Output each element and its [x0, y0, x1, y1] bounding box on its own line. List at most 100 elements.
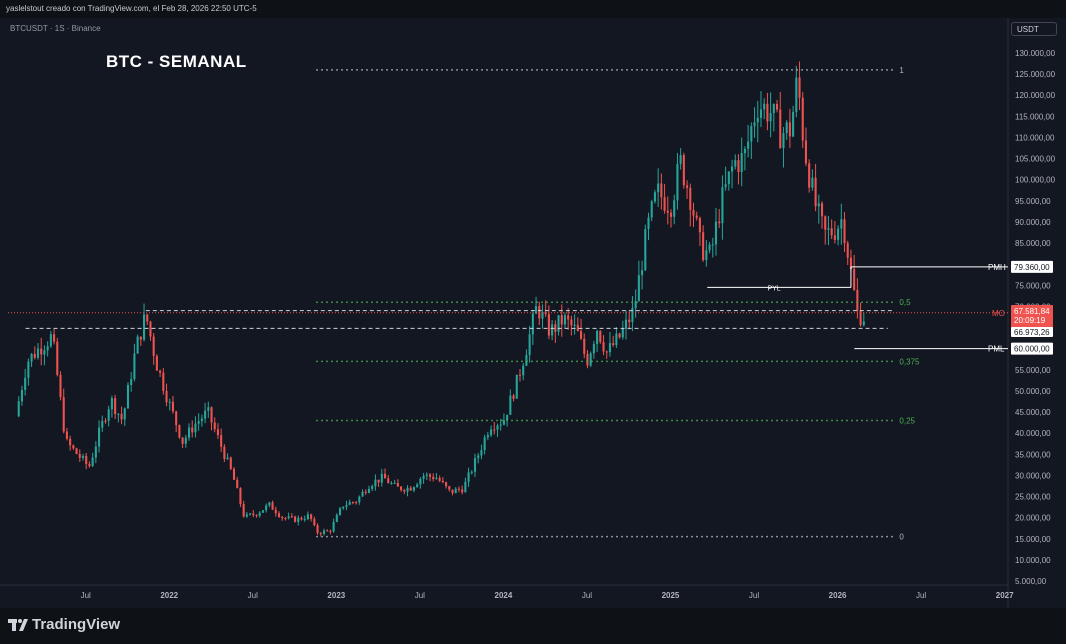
candle-body — [139, 336, 142, 340]
candle-body — [281, 516, 284, 518]
candle-body — [560, 315, 563, 325]
candle-body — [30, 353, 33, 362]
candle-body — [146, 314, 149, 322]
time-tick-label: Jul — [749, 591, 759, 600]
price-chart[interactable]: 5.000,00 10.000,00 15.000,00 20.000,00 25.00… — [0, 18, 1066, 608]
candle-body — [714, 221, 718, 245]
candle-body — [236, 479, 239, 489]
candle-body — [310, 514, 313, 519]
candle-body — [136, 336, 139, 354]
candle-countdown: 20:09:19 — [1014, 316, 1046, 325]
candle-body — [245, 514, 248, 517]
candle-body — [644, 228, 647, 271]
candle-body — [120, 413, 123, 420]
chart-area[interactable]: 5.000,00 10.000,00 15.000,00 20.000,00 25.00… — [0, 18, 1066, 608]
candle-body — [454, 488, 457, 494]
candle-body — [200, 418, 203, 422]
time-tick-label: Jul — [248, 591, 258, 600]
candle-body — [570, 319, 573, 326]
candle-body — [126, 384, 130, 409]
candle-body — [294, 516, 297, 522]
candle-body — [448, 486, 451, 490]
fib-level-label: 0,375 — [899, 357, 920, 366]
candle-body — [461, 489, 464, 493]
price-tick-label: 100.000,00 — [1015, 176, 1056, 185]
candle-body — [775, 104, 779, 110]
candle-body — [159, 370, 162, 373]
candle-body — [383, 473, 387, 479]
candle-body — [187, 427, 191, 438]
candle-body — [33, 353, 36, 358]
candle-body — [69, 438, 72, 446]
candle-body — [101, 420, 104, 428]
currency-button[interactable]: USDT — [1011, 22, 1057, 36]
candle-body — [641, 270, 644, 276]
candle-body — [599, 330, 602, 343]
candle-body — [563, 315, 567, 325]
candle-body — [612, 343, 615, 346]
candle-body — [348, 502, 351, 505]
candle-body — [490, 429, 493, 436]
candle-body — [149, 321, 152, 337]
candle-body — [91, 457, 94, 467]
candle-body — [239, 488, 242, 505]
symbol-legend: BTCUSDT · 1S · Binance — [10, 24, 101, 33]
candle-body — [345, 504, 348, 507]
candle-body — [143, 314, 146, 340]
candle-body — [184, 437, 187, 444]
candle-body — [387, 478, 390, 484]
candle-body — [618, 333, 621, 338]
candle-body — [168, 401, 171, 403]
candle-body — [255, 514, 258, 516]
candle-body — [573, 324, 576, 326]
price-tick-label: 20.000,00 — [1015, 514, 1051, 523]
candle-body — [579, 330, 583, 339]
candle-body — [380, 473, 383, 483]
candle-body — [133, 353, 136, 380]
pmh-label: PMH — [988, 263, 1006, 272]
candle-body — [416, 484, 419, 488]
price-tick-label: 95.000,00 — [1015, 197, 1051, 206]
candle-body — [88, 463, 91, 467]
candle-body — [711, 244, 714, 246]
candle-body — [49, 334, 52, 347]
candle-body — [647, 217, 650, 229]
candle-body — [438, 477, 441, 481]
candle-body — [252, 513, 255, 515]
time-tick-label: Jul — [582, 591, 592, 600]
candle-body — [377, 479, 380, 483]
candle-body — [78, 453, 81, 458]
candle-body — [130, 379, 133, 385]
candle-body — [554, 324, 557, 332]
candle-body — [204, 410, 207, 419]
candle-body — [284, 517, 287, 519]
candle-body — [155, 355, 158, 371]
pml-price-tag-bg — [1011, 342, 1053, 355]
candle-body — [400, 486, 403, 491]
price-tick-label: 50.000,00 — [1015, 387, 1051, 396]
candle-body — [628, 319, 631, 323]
candle-body — [364, 491, 367, 493]
price-tick-label: 75.000,00 — [1015, 281, 1051, 290]
candle-body — [535, 306, 538, 314]
candle-body — [792, 111, 795, 137]
candle-body — [412, 487, 415, 491]
candle-body — [718, 221, 721, 224]
candle-body — [695, 215, 698, 219]
price-tick-label: 10.000,00 — [1015, 556, 1051, 565]
candle-body — [772, 104, 775, 114]
candle-body — [335, 514, 338, 522]
candle-body — [451, 489, 454, 494]
candle-body — [509, 395, 512, 415]
candle-body — [249, 513, 252, 515]
candle-body — [827, 228, 830, 230]
candle-body — [271, 502, 274, 510]
candle-body — [837, 228, 840, 240]
price-tick-label: 115.000,00 — [1015, 112, 1055, 121]
candle-body — [673, 200, 676, 217]
candle-body — [859, 310, 862, 326]
price-tick-label: 5.000,00 — [1015, 577, 1047, 586]
candle-body — [43, 350, 46, 355]
candle-body — [104, 420, 107, 422]
price-tick-label: 15.000,00 — [1015, 535, 1051, 544]
